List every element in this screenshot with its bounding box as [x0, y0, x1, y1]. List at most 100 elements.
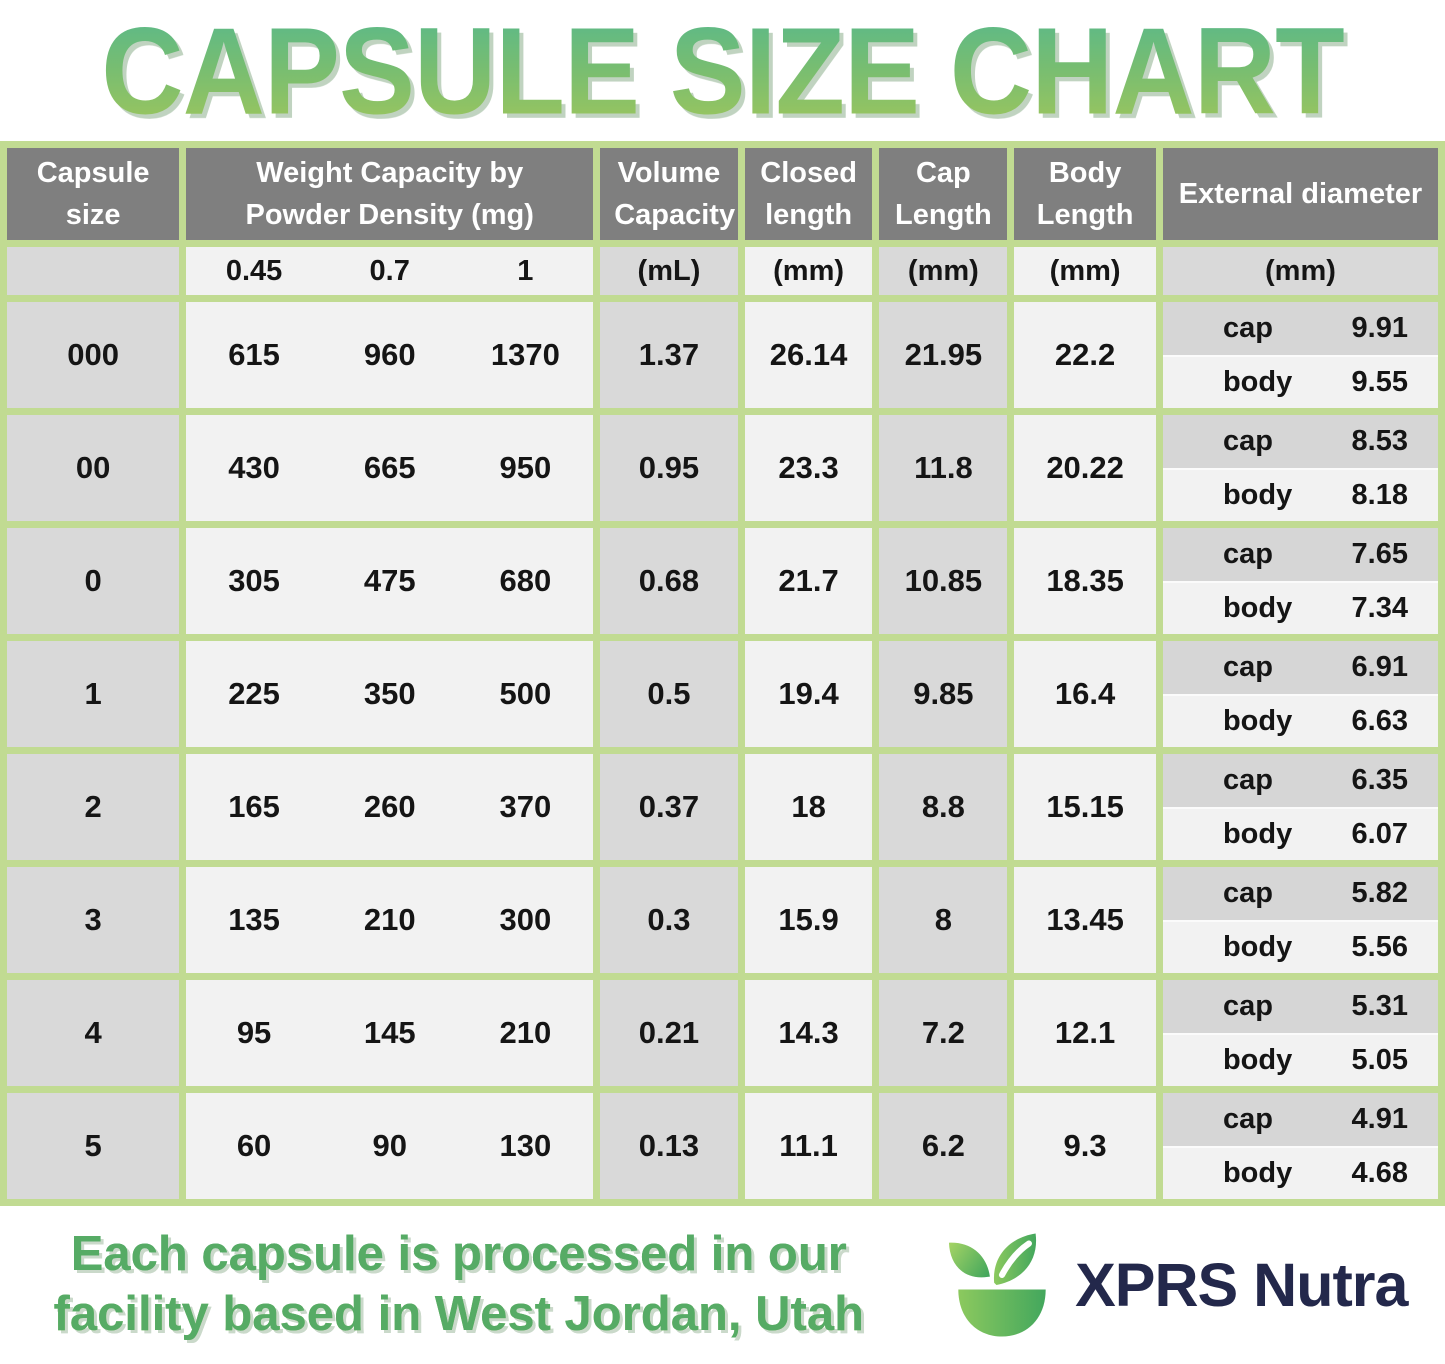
header-weight-capacity: Weight Capacity by Powder Density (mg) — [186, 148, 594, 240]
external-body-row: body 6.63 — [1162, 694, 1438, 747]
density-045: 0.45 — [225, 254, 283, 287]
ext-cap-label: cap — [1222, 990, 1273, 1022]
table-row: 000 615 960 1370 1.37 26.14 21.95 22.2 c… — [7, 302, 1438, 408]
external-body-row: body 7.34 — [1162, 581, 1438, 634]
weight-045-value: 305 — [228, 563, 280, 598]
external-cap-row: cap 5.82 — [1162, 867, 1438, 920]
ext-cap-label: cap — [1222, 877, 1273, 909]
body-length-cell: 22.2 — [1014, 302, 1156, 408]
volume-capacity-cell: 0.95 — [600, 415, 738, 521]
volume-capacity-cell: 0.3 — [600, 867, 738, 973]
table-row: 1 225 350 500 0.5 19.4 9.85 16.4 cap 6.9… — [7, 641, 1438, 747]
units-closed: (mm) — [744, 247, 873, 295]
weight-045-value: 135 — [228, 902, 280, 937]
table-body: 0.45 0.7 1 (mL) (mm) (mm) (mm) (mm) 000 … — [7, 247, 1438, 1199]
external-diameter-cell: cap 6.91 body 6.63 — [1162, 641, 1438, 747]
capsule-size-cell: 000 — [7, 302, 180, 408]
weight-07-value: 475 — [363, 563, 416, 598]
units-cap: (mm) — [879, 247, 1008, 295]
units-density-cell: 0.45 0.7 1 — [186, 247, 594, 295]
table-row: 00 430 665 950 0.95 23.3 11.8 20.22 cap … — [7, 415, 1438, 521]
header-row: Capsule size Weight Capacity by Powder D… — [7, 148, 1438, 240]
weight-07-value: 90 — [372, 1128, 407, 1163]
ext-cap-value: 6.35 — [1351, 764, 1408, 796]
volume-capacity-cell: 0.21 — [600, 980, 738, 1086]
closed-length-cell: 19.4 — [744, 641, 873, 747]
ext-cap-value: 7.65 — [1351, 538, 1408, 570]
header-capsule-size: Capsule size — [7, 148, 180, 240]
body-length-cell: 13.45 — [1014, 867, 1156, 973]
body-length-cell: 9.3 — [1014, 1093, 1156, 1199]
external-body-row: body 5.56 — [1162, 920, 1438, 973]
external-body-row: body 5.05 — [1162, 1033, 1438, 1086]
ext-body-value: 5.05 — [1351, 1044, 1408, 1076]
body-length-cell: 20.22 — [1014, 415, 1156, 521]
ext-body-label: body — [1222, 818, 1293, 850]
header-closed-length: Closed length — [744, 148, 873, 240]
header-volume-capacity: Volume Capacity — [600, 148, 738, 240]
external-diameter-cell: cap 8.53 body 8.18 — [1162, 415, 1438, 521]
external-body-row: body 9.55 — [1162, 355, 1438, 408]
ext-body-label: body — [1222, 592, 1293, 624]
cap-length-cell: 11.8 — [879, 415, 1008, 521]
closed-length-cell: 23.3 — [744, 415, 873, 521]
ext-cap-value: 5.82 — [1351, 877, 1408, 909]
weight-capacity-cell: 305 475 680 — [186, 528, 594, 634]
density-07: 0.7 — [369, 254, 410, 287]
weight-capacity-cell: 60 90 130 — [186, 1093, 594, 1199]
tagline-line2: facility based in West Jordan, Utah — [53, 1287, 865, 1341]
weight-07-value: 210 — [363, 902, 416, 937]
external-cap-row: cap 7.65 — [1162, 528, 1438, 581]
ext-body-value: 5.56 — [1351, 931, 1408, 963]
capsule-size-table: Capsule size Weight Capacity by Powder D… — [0, 141, 1445, 1206]
weight-07-value: 350 — [363, 676, 416, 711]
external-cap-row: cap 6.91 — [1162, 641, 1438, 694]
ext-body-label: body — [1222, 931, 1293, 963]
ext-body-value: 4.68 — [1351, 1157, 1408, 1189]
table-row: 4 95 145 210 0.21 14.3 7.2 12.1 cap 5.31… — [7, 980, 1438, 1086]
closed-length-cell: 11.1 — [744, 1093, 873, 1199]
body-length-cell: 18.35 — [1014, 528, 1156, 634]
closed-length-cell: 15.9 — [744, 867, 873, 973]
ext-body-value: 9.55 — [1351, 366, 1408, 398]
weight-capacity-cell: 95 145 210 — [186, 980, 594, 1086]
capsule-size-cell: 2 — [7, 754, 180, 860]
weight-1-value: 500 — [499, 676, 552, 711]
tagline-line1: Each capsule is processed in our — [70, 1227, 847, 1282]
units-external: (mm) — [1162, 247, 1438, 295]
weight-1-value: 680 — [499, 563, 552, 598]
ext-body-label: body — [1222, 479, 1293, 511]
ext-body-label: body — [1222, 1044, 1293, 1076]
leaf-bowl-icon — [949, 1233, 1046, 1337]
title-band: CAPSULE SIZE CHART — [0, 0, 1445, 141]
closed-length-cell: 26.14 — [744, 302, 873, 408]
ext-body-value: 7.34 — [1351, 592, 1408, 624]
table-row: 2 165 260 370 0.37 18 8.8 15.15 cap 6.35… — [7, 754, 1438, 860]
weight-07-value: 960 — [363, 337, 416, 372]
ext-cap-value: 5.31 — [1351, 990, 1408, 1022]
cap-length-cell: 8 — [879, 867, 1008, 973]
weight-capacity-cell: 165 260 370 — [186, 754, 594, 860]
ext-cap-value: 6.91 — [1351, 651, 1408, 683]
ext-cap-label: cap — [1222, 312, 1273, 344]
cap-length-cell: 7.2 — [879, 980, 1008, 1086]
page-title: CAPSULE SIZE CHART — [101, 0, 1344, 145]
weight-07-value: 145 — [363, 1015, 416, 1050]
header-cap-length: Cap Length — [879, 148, 1008, 240]
closed-length-cell: 21.7 — [744, 528, 873, 634]
external-diameter-cell: cap 6.35 body 6.07 — [1162, 754, 1438, 860]
units-body: (mm) — [1014, 247, 1156, 295]
external-diameter-cell: cap 9.91 body 9.55 — [1162, 302, 1438, 408]
table-row: 0 305 475 680 0.68 21.7 10.85 18.35 cap … — [7, 528, 1438, 634]
body-length-cell: 16.4 — [1014, 641, 1156, 747]
header-body-length: Body Length — [1014, 148, 1156, 240]
capsule-size-cell: 1 — [7, 641, 180, 747]
external-diameter-cell: cap 5.82 body 5.56 — [1162, 867, 1438, 973]
cap-length-cell: 10.85 — [879, 528, 1008, 634]
ext-body-label: body — [1222, 705, 1293, 737]
table-header: Capsule size Weight Capacity by Powder D… — [7, 148, 1438, 240]
units-volume: (mL) — [600, 247, 738, 295]
weight-1-value: 1370 — [490, 337, 560, 372]
weight-capacity-cell: 225 350 500 — [186, 641, 594, 747]
volume-capacity-cell: 0.68 — [600, 528, 738, 634]
